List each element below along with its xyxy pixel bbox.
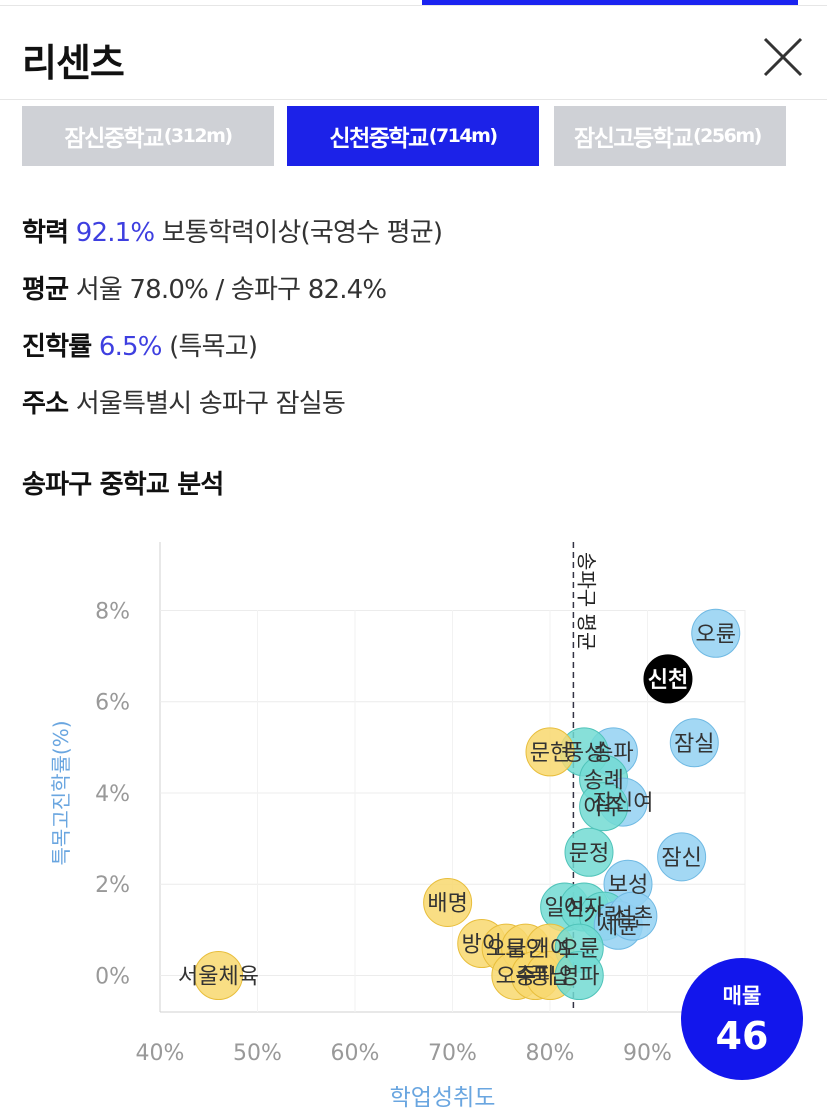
school-label: 송파 bbox=[593, 741, 633, 766]
tab-distance: (256m) bbox=[692, 125, 762, 147]
school-bubble bbox=[423, 877, 473, 927]
school-bubble bbox=[657, 832, 707, 882]
address-info: 주소 서울특별시 송파구 잠실동 bbox=[22, 383, 346, 420]
listing-count: 46 bbox=[715, 1014, 769, 1058]
panel-header: 리센츠 bbox=[0, 6, 827, 100]
page-title: 리센츠 bbox=[22, 41, 125, 85]
y-tick-label: 2% bbox=[95, 873, 130, 898]
school-label: 일신 bbox=[544, 896, 584, 921]
academic-value: 92.1% bbox=[75, 218, 155, 248]
district-average-label: 송파구 평균 bbox=[574, 552, 598, 650]
x-axis-title: 학업성취도 bbox=[390, 1085, 496, 1111]
x-tick-label: 90% bbox=[623, 1041, 672, 1066]
y-tick-label: 6% bbox=[95, 691, 130, 716]
school-label: 풍납 bbox=[530, 964, 570, 989]
average-label: 평균 bbox=[22, 275, 69, 305]
address-label: 주소 bbox=[22, 389, 69, 419]
school-bubble bbox=[691, 608, 741, 658]
y-tick-label: 8% bbox=[95, 599, 130, 624]
school-label: 석촌 bbox=[613, 905, 653, 930]
active-tab-indicator bbox=[422, 0, 798, 5]
tab-name: 잠신고등학교 bbox=[574, 126, 693, 152]
school-label: 송파 bbox=[515, 964, 555, 989]
academic-info: 학력 92.1% 보통학력이상(국영수 평균) bbox=[22, 212, 443, 249]
advancement-value: 6.5% bbox=[98, 332, 163, 362]
school-label: 오륜 bbox=[559, 937, 599, 962]
school-label: 송례 bbox=[583, 768, 623, 793]
academic-label: 학력 bbox=[22, 218, 69, 248]
advancement-label: 진학률 bbox=[22, 332, 92, 362]
school-label: 방이 bbox=[462, 933, 502, 958]
school-bubble bbox=[554, 950, 604, 1000]
school-label: 보인 bbox=[505, 937, 545, 962]
tab-name: 잠신중학교 bbox=[64, 126, 164, 152]
average-text: 서울 78.0% / 송파구 82.4% bbox=[75, 275, 387, 305]
y-tick-label: 0% bbox=[95, 964, 130, 989]
school-label: 배명 bbox=[427, 891, 467, 916]
x-tick-label: 40% bbox=[136, 1041, 185, 1066]
top-divider bbox=[0, 5, 827, 6]
school-bubble bbox=[194, 950, 243, 1000]
x-tick-label: 60% bbox=[331, 1041, 380, 1066]
average-info: 평균 서울 78.0% / 송파구 82.4% bbox=[22, 269, 387, 306]
tab-sincheon-middle[interactable]: 신천중학교 (714m) bbox=[287, 106, 539, 166]
school-label: 오륜 bbox=[696, 622, 736, 647]
listing-count-button[interactable]: 매물 46 bbox=[681, 958, 803, 1080]
school-label: 서울체육 bbox=[178, 964, 259, 989]
school-label: 잠신여 bbox=[593, 791, 654, 816]
section-title: 송파구 중학교 분석 bbox=[22, 470, 224, 500]
school-label: 영파 bbox=[559, 964, 599, 989]
address-text: 서울특별시 송파구 잠실동 bbox=[75, 389, 346, 419]
school-label: 거여 bbox=[530, 937, 570, 962]
school-label: 잠신 bbox=[661, 846, 701, 871]
x-tick-label: 70% bbox=[428, 1041, 477, 1066]
school-bubble bbox=[669, 718, 719, 768]
x-tick-label: 50% bbox=[233, 1041, 282, 1066]
tab-distance: (714m) bbox=[428, 125, 498, 147]
scatter-chart: 0% 2% 4% 6% 8% 40% 50% 60% 70% 80% 90% 학업성취도 특목고진학률(… bbox=[49, 542, 746, 1111]
school-bubble bbox=[608, 891, 658, 941]
school-label: 보성 bbox=[608, 873, 648, 898]
advancement-info: 진학률 6.5% (특목고) bbox=[22, 326, 258, 363]
school-bubble bbox=[564, 827, 614, 877]
close-icon[interactable] bbox=[760, 34, 806, 80]
school-label: 아주 bbox=[583, 796, 623, 821]
advancement-desc: (특목고) bbox=[169, 332, 258, 362]
school-label: 가락 bbox=[583, 905, 623, 930]
school-bubble bbox=[525, 727, 575, 777]
school-label: 신천 bbox=[648, 668, 688, 693]
school-label: 문정 bbox=[569, 841, 609, 866]
y-tick-label: 4% bbox=[95, 782, 130, 807]
academic-desc: 보통학력이상(국영수 평균) bbox=[161, 218, 443, 248]
school-label: 세륜 bbox=[598, 914, 638, 939]
school-bubble bbox=[643, 654, 693, 704]
x-tick-label: 80% bbox=[526, 1041, 575, 1066]
school-label: 잠실 bbox=[674, 732, 714, 757]
school-bubble bbox=[579, 782, 629, 832]
y-axis-title: 특목고진학률(%) bbox=[49, 720, 73, 865]
tab-distance: (312m) bbox=[163, 125, 233, 147]
listing-label: 매물 bbox=[722, 984, 762, 1008]
tab-jamsin-high[interactable]: 잠신고등학교 (256m) bbox=[554, 106, 786, 166]
school-tabs: 잠신중학교 (312m) 신천중학교 (714m) 잠신고등학교 (256m) bbox=[22, 106, 827, 168]
school-label: 문현 bbox=[530, 741, 570, 766]
school-label: 여자 bbox=[564, 896, 604, 921]
tab-jamsin-middle[interactable]: 잠신중학교 (312m) bbox=[22, 106, 274, 166]
tab-name: 신천중학교 bbox=[329, 126, 429, 152]
school-label: 오금 bbox=[486, 937, 526, 962]
school-label: 오주 bbox=[496, 964, 536, 989]
school-label: 풍성 bbox=[564, 741, 604, 766]
